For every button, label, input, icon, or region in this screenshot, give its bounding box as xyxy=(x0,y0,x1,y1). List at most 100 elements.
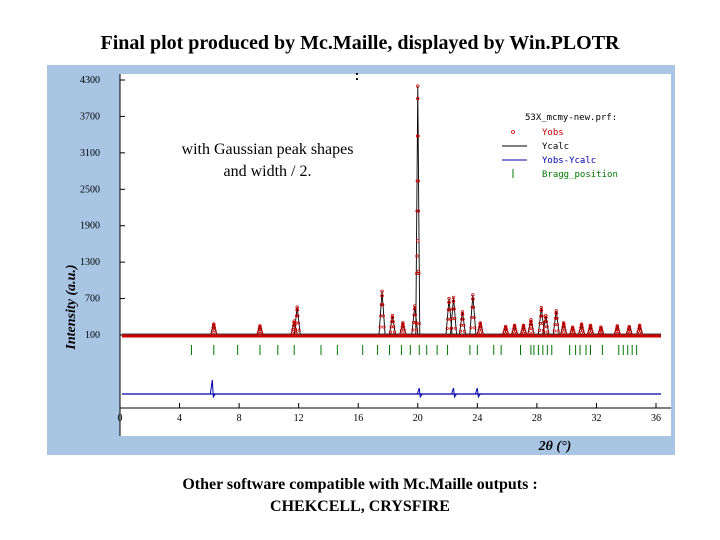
y-tick-label: 1900 xyxy=(80,221,100,232)
x-tick-label: 4 xyxy=(177,413,182,424)
difference-feature xyxy=(474,387,481,399)
ycalc-peak xyxy=(537,307,545,335)
yobs-point xyxy=(590,332,594,336)
yobs-point xyxy=(480,331,484,335)
yobs-point xyxy=(412,313,416,317)
yobs-point xyxy=(528,323,532,327)
x-tick-label: 20 xyxy=(413,413,423,424)
yobs-point xyxy=(391,316,395,320)
yobs-point xyxy=(210,332,214,336)
yobs-point xyxy=(212,322,216,326)
ycalc-peak xyxy=(527,319,535,335)
yobs-point xyxy=(520,332,524,336)
yobs-point xyxy=(530,323,534,327)
yobs-point xyxy=(472,315,476,320)
yobs-point xyxy=(552,329,556,333)
yobs-point xyxy=(588,323,593,327)
yobs-point xyxy=(542,330,546,334)
legend-entry: Yobs xyxy=(542,128,564,138)
yobs-point xyxy=(417,209,421,213)
yobs-point xyxy=(469,326,473,330)
yobs-point xyxy=(530,327,534,331)
legend-entry: Ycalc xyxy=(542,142,569,152)
yobs-point xyxy=(413,304,417,308)
yobs-point xyxy=(380,289,384,293)
yobs-point xyxy=(529,318,533,322)
x-tick-label: 8 xyxy=(237,413,242,424)
yobs-point xyxy=(478,321,482,325)
legend-entry: Bragg_position xyxy=(542,170,618,180)
yobs-point xyxy=(527,331,531,335)
plot-window: 4300 3700 3100 2500 1900 1300 700 100 0 4 8 12 16 20… xyxy=(47,65,675,455)
yobs-point xyxy=(390,313,395,318)
x-tick-label: 28 xyxy=(532,413,542,424)
footer-compatible-software: Other software compatible with Mc.Maille… xyxy=(182,476,538,493)
difference-feature xyxy=(416,387,423,399)
yobs-point xyxy=(471,297,475,301)
yobs-point xyxy=(460,310,465,314)
calc-baseline xyxy=(122,333,661,338)
yobs-point xyxy=(539,306,544,310)
yobs-point xyxy=(415,328,419,332)
yobs-point xyxy=(390,320,394,324)
yobs-point xyxy=(380,294,384,298)
yobs-point xyxy=(587,332,591,336)
yobs-series xyxy=(210,84,644,336)
ycalc-peak xyxy=(293,307,301,335)
yobs-point xyxy=(448,317,452,321)
yobs-point xyxy=(570,325,575,329)
yobs-point xyxy=(511,332,515,336)
yobs-point xyxy=(503,324,508,329)
yobs-point xyxy=(461,317,465,321)
legend-entry: Yobs-Ycalc xyxy=(542,156,596,166)
x-tick-label: 36 xyxy=(651,413,661,424)
y-tick-label: 700 xyxy=(85,294,100,305)
yobs-point xyxy=(562,321,566,325)
x-tick-label: 16 xyxy=(353,413,363,424)
yobs-point xyxy=(564,331,568,335)
ycalc-peak xyxy=(469,294,477,335)
yobs-point xyxy=(544,313,548,318)
yobs-point xyxy=(417,321,421,326)
yobs-point xyxy=(450,326,454,330)
yobs-point xyxy=(414,321,418,326)
yobs-point xyxy=(540,314,544,318)
yobs-point xyxy=(296,321,301,325)
y-tick-label: 100 xyxy=(85,330,100,341)
yobs-point xyxy=(415,209,419,213)
yobs-point xyxy=(546,330,550,334)
yobs-point xyxy=(514,332,519,336)
bragg-position-series xyxy=(190,345,638,355)
yobs-point xyxy=(581,332,586,336)
yobs-point xyxy=(544,316,548,320)
yobs-point xyxy=(615,324,619,328)
yobs-point xyxy=(462,323,466,327)
yobs-point xyxy=(521,323,526,327)
yobs-point xyxy=(293,328,297,332)
yobs-point xyxy=(416,239,420,243)
yobs-point xyxy=(627,324,631,329)
yobs-point xyxy=(448,308,452,312)
yobs-point xyxy=(556,323,560,327)
yobs-point xyxy=(213,329,217,333)
yobs-point xyxy=(296,314,300,318)
plot-area xyxy=(120,74,671,436)
yobs-point xyxy=(462,329,466,333)
yobs-point xyxy=(295,308,299,312)
yobs-point xyxy=(637,323,642,327)
yobs-point xyxy=(451,295,456,300)
yobs-point xyxy=(537,328,541,332)
yobs-point xyxy=(413,313,418,317)
yobs-point xyxy=(555,316,559,320)
x-tick-label: 32 xyxy=(591,413,601,424)
yobs-point xyxy=(544,320,549,324)
legend: 53X_mcmy-new.prf: Yobs Ycalc Yobs-Ycalc Brag… xyxy=(502,113,618,180)
yobs-point xyxy=(416,97,420,101)
yobs-point xyxy=(416,269,421,273)
yobs-point xyxy=(295,305,299,309)
yobs-point xyxy=(529,319,533,323)
colon-mark: : xyxy=(355,67,360,83)
yobs-point xyxy=(452,307,456,311)
yobs-point xyxy=(293,323,297,328)
yobs-point xyxy=(581,329,585,333)
